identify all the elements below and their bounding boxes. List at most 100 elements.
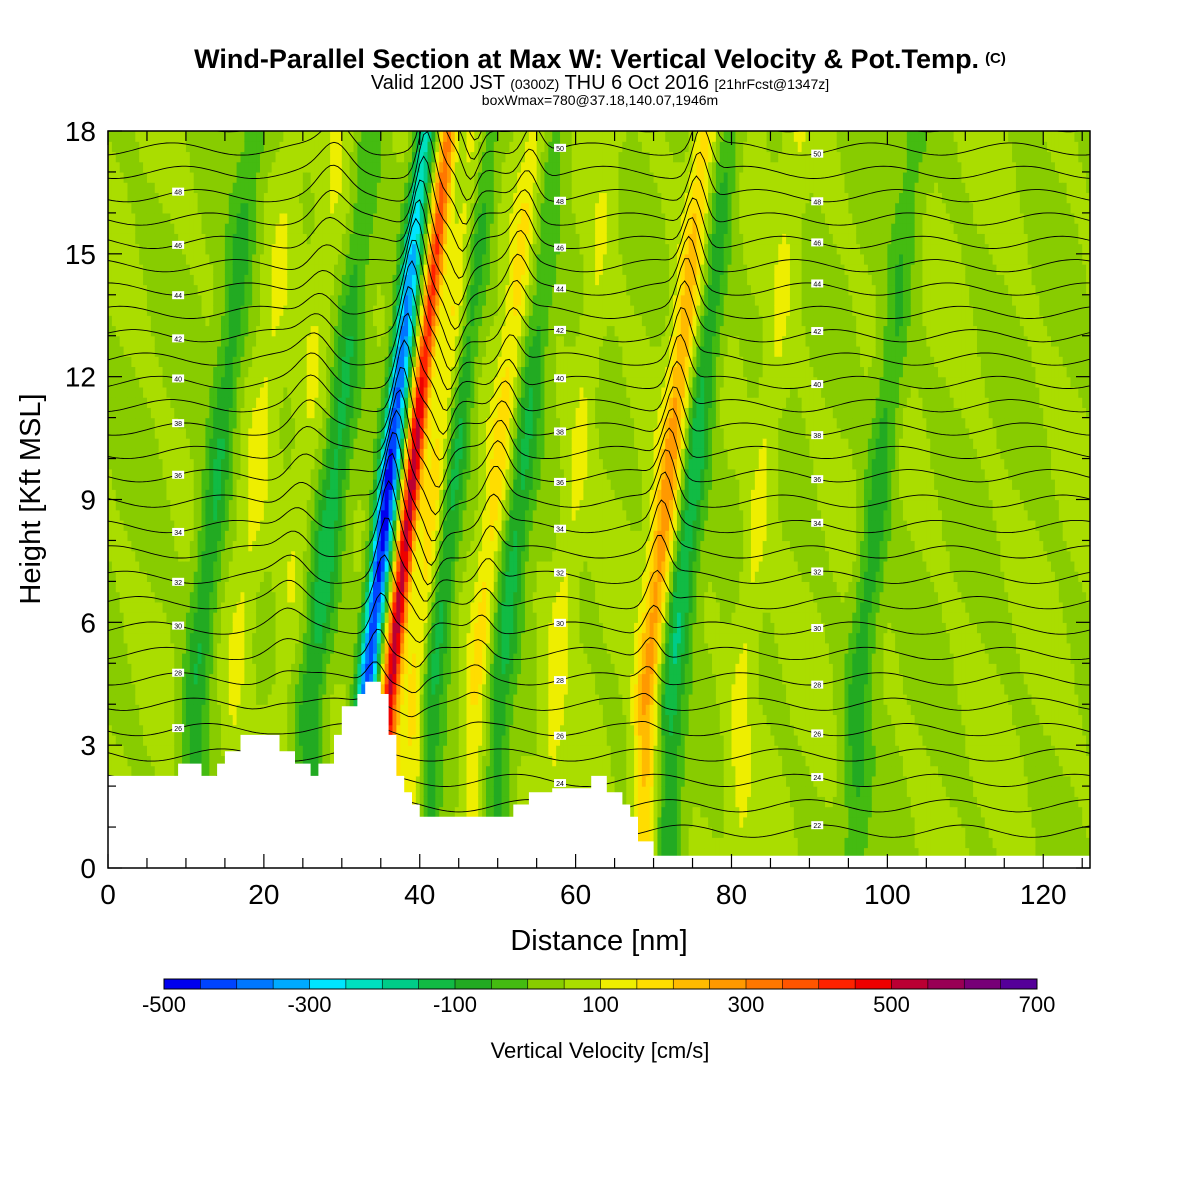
colorbar-swatch (236, 979, 274, 989)
contour-label-bg (554, 779, 567, 788)
x-tick-label: 100 (864, 879, 911, 910)
colorbar-tick-label: -300 (287, 992, 331, 1017)
contour-label: 34 (813, 521, 821, 528)
contour-label-bg (172, 527, 185, 536)
colorbar-swatch (600, 979, 638, 989)
contour-label: 46 (556, 246, 564, 253)
valid-date: THU 6 Oct 2016 (564, 72, 709, 94)
y-axis-label: Height [Kft MSL] (15, 393, 47, 604)
contour-label: 32 (813, 569, 821, 576)
contour-label: 50 (556, 146, 564, 153)
colorbar-swatch (527, 979, 565, 989)
contour-label-bg (811, 380, 824, 389)
x-tick-label: 0 (100, 879, 116, 910)
colorbar-swatch (673, 979, 711, 989)
contour-label: 36 (813, 477, 821, 484)
colorbar: -500 -300 -100 100 300 500 700 (142, 978, 1056, 1017)
contour-label: 34 (556, 527, 564, 534)
contour-label-bg (811, 149, 824, 158)
contour-label-bg (811, 773, 824, 782)
x-tick-label: 20 (248, 879, 279, 910)
contour-label: 22 (813, 823, 821, 830)
colorbar-tick-label: 100 (582, 992, 619, 1017)
colorbar-swatch (964, 979, 1002, 989)
contour-label-bg (811, 197, 824, 206)
contour-label-bg (172, 724, 185, 733)
contour-label-bg (554, 524, 567, 533)
contour-label: 34 (174, 530, 182, 537)
contour-label: 26 (556, 734, 564, 741)
colorbar-swatch (382, 979, 420, 989)
colorbar-swatch (927, 979, 965, 989)
contour-label: 26 (813, 731, 821, 738)
contour-label: 38 (556, 429, 564, 436)
contour-label-bg (172, 187, 185, 196)
contour-label-bg (554, 676, 567, 685)
contour-label: 30 (174, 624, 182, 631)
contour-label-bg (811, 623, 824, 632)
contour-label: 50 (813, 152, 821, 159)
contour-label-bg (554, 618, 567, 627)
x-tick-label: 120 (1020, 879, 1067, 910)
colorbar-swatch (891, 979, 929, 989)
contour-label-bg (554, 374, 567, 383)
terrain (108, 681, 1090, 868)
contour-label-bg (172, 374, 185, 383)
y-tick-label: 9 (80, 485, 96, 516)
contour-label-bg (811, 567, 824, 576)
colorbar-swatch (782, 979, 820, 989)
contour-label: 26 (174, 726, 182, 733)
contour-label: 48 (813, 199, 821, 206)
colorbar-swatch (564, 979, 601, 989)
colorbar-swatch (818, 979, 856, 989)
colorbar-swatch (746, 979, 783, 989)
y-tick-label: 12 (65, 362, 96, 393)
x-tick-label: 60 (560, 879, 591, 910)
colorbar-swatch (309, 979, 347, 989)
colorbar-swatch (1000, 979, 1038, 989)
contour-label: 36 (556, 480, 564, 487)
contour-label: 42 (174, 336, 182, 343)
y-tick-label: 3 (80, 730, 96, 761)
contour-label: 44 (556, 286, 564, 293)
valid-time: Valid 1200 JST (370, 72, 505, 94)
contour-label: 38 (813, 433, 821, 440)
contour-label: 30 (556, 621, 564, 628)
colorbar-tick-label: 700 (1019, 992, 1056, 1017)
utc-time: (0300Z) (510, 76, 560, 92)
contour-label-bg (811, 279, 824, 288)
contour-label-bg (811, 680, 824, 689)
contour-label-bg (811, 821, 824, 830)
contour-label-bg (554, 143, 567, 152)
colorbar-swatch (455, 979, 492, 989)
contour-label: 32 (556, 571, 564, 578)
contour-label-bg (172, 240, 185, 249)
contour-label-bg (811, 518, 824, 527)
contour-label: 24 (556, 781, 564, 788)
contour-label-bg (172, 470, 185, 479)
contour-label-bg (172, 419, 185, 428)
colorbar-swatch (636, 979, 674, 989)
contour-label-bg (172, 334, 185, 343)
colorbar-label: Vertical Velocity [cm/s] (490, 1038, 710, 1063)
y-tick-label: 0 (80, 853, 96, 884)
contour-label: 40 (813, 382, 821, 389)
x-tick-label: 80 (716, 879, 747, 910)
contour-label: 30 (813, 626, 821, 633)
contour-label: 40 (174, 376, 182, 383)
contour-label-bg (811, 327, 824, 336)
y-tick-label: 15 (65, 239, 96, 270)
contour-label-bg (811, 729, 824, 738)
contour-label: 44 (813, 281, 821, 288)
colorbar-tick-label: 500 (873, 992, 910, 1017)
contour-label-bg (554, 196, 567, 205)
contour-label: 46 (174, 243, 182, 250)
contour-label-bg (811, 431, 824, 440)
contour-label: 38 (174, 421, 182, 428)
contour-label-bg (554, 568, 567, 577)
contour-label: 48 (174, 190, 182, 197)
contour-label-bg (554, 477, 567, 486)
contour-label-bg (554, 243, 567, 252)
x-tick-label: 40 (404, 879, 435, 910)
